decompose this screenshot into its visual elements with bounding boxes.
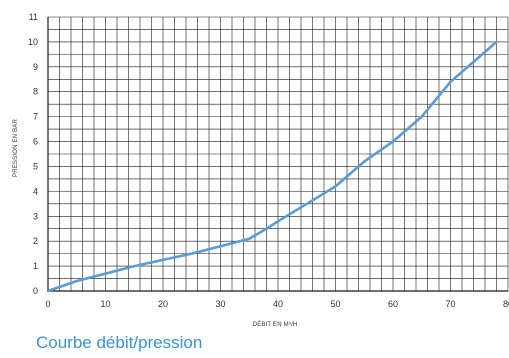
x-tick-labels: 0 10 20 30 40 50 60 70 80 xyxy=(45,299,509,309)
grid xyxy=(47,16,509,292)
series-line xyxy=(46,40,498,293)
x-tick-label: 20 xyxy=(158,299,168,309)
x-tick-label: 80 xyxy=(503,299,509,309)
x-tick-label: 60 xyxy=(388,299,398,309)
y-tick-label: 10 xyxy=(28,37,38,47)
x-tick-label: 40 xyxy=(273,299,283,309)
y-tick-label: 8 xyxy=(33,87,38,97)
y-axis-title: PRESSION EN BAR xyxy=(13,119,19,177)
y-tick-label: 0 xyxy=(33,286,38,296)
y-tick-label: 1 xyxy=(33,261,38,271)
y-tick-label: 9 xyxy=(33,62,38,72)
chart-title: Courbe débit/pression xyxy=(36,333,203,352)
y-tick-label: 4 xyxy=(33,186,38,196)
x-tick-label: 70 xyxy=(445,299,455,309)
x-axis-title: DÉBIT EN M³/H xyxy=(253,321,298,328)
y-tick-label: 2 xyxy=(33,236,38,246)
x-tick-label: 30 xyxy=(215,299,225,309)
series-group xyxy=(46,40,498,293)
y-tick-label: 3 xyxy=(33,211,38,221)
y-tick-label: 6 xyxy=(33,137,38,147)
y-tick-labels: 0 1 2 3 4 5 6 7 8 9 10 11 xyxy=(28,12,38,296)
y-tick-label: 7 xyxy=(33,112,38,122)
x-tick-label: 10 xyxy=(100,299,110,309)
y-tick-label: 11 xyxy=(29,12,38,22)
x-tick-label: 0 xyxy=(45,299,50,309)
x-tick-label: 50 xyxy=(330,299,340,309)
y-tick-label: 5 xyxy=(33,161,38,171)
